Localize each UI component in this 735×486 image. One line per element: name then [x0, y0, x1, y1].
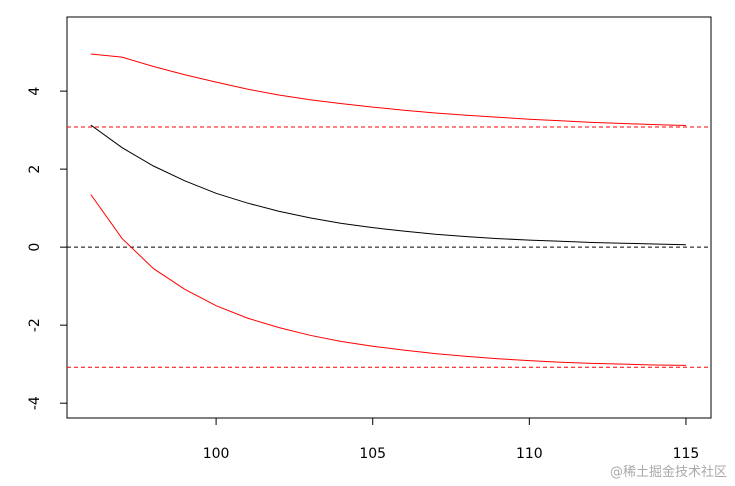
x-tick-label: 100 [203, 446, 230, 462]
y-tick-label: -4 [27, 396, 43, 410]
x-tick-label: 105 [359, 446, 386, 462]
y-tick-label: 2 [27, 165, 43, 174]
x-tick-label: 110 [516, 446, 543, 462]
y-tick-label: 0 [27, 243, 43, 252]
series-line [90, 194, 686, 366]
series-line [90, 53, 686, 126]
watermark: @稀土掘金技术社区 [610, 464, 727, 480]
series-line [90, 124, 686, 246]
y-tick-label: -2 [27, 318, 43, 332]
plot-box [66, 16, 712, 419]
x-tick-label: 115 [673, 446, 700, 462]
y-tick-label: 4 [27, 87, 43, 96]
